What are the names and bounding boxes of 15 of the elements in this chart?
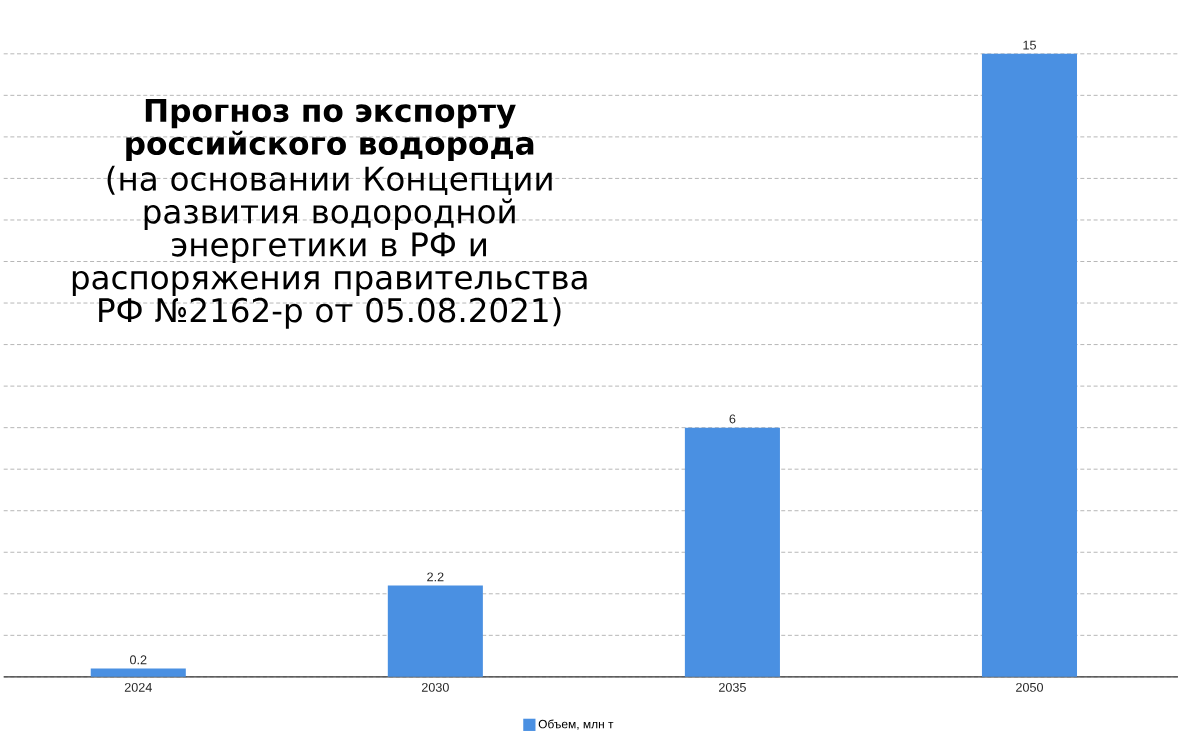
bar <box>90 668 186 678</box>
legend-label: Объем, млн т <box>538 719 614 730</box>
x-tick-label: 2050 <box>1016 683 1044 693</box>
text: (на основании Концепции развития водородной энергетики в РФ и распоряжения правительства РФ №2162-р от 05.08.2021) <box>72 165 587 329</box>
bar <box>387 585 483 678</box>
text: Прогноз по экспорту российского водорода <box>126 99 534 162</box>
x-tick-label: 2030 <box>421 683 449 693</box>
data-label: 6 <box>729 414 736 424</box>
data-label: 0.2 <box>130 655 147 665</box>
x-tick-label: 2035 <box>718 683 746 693</box>
bar <box>981 54 1078 678</box>
x-tick-label: 2024 <box>124 683 152 693</box>
bar <box>684 427 780 678</box>
data-label: 2.2 <box>427 572 444 582</box>
data-label: 15 <box>1023 40 1036 50</box>
